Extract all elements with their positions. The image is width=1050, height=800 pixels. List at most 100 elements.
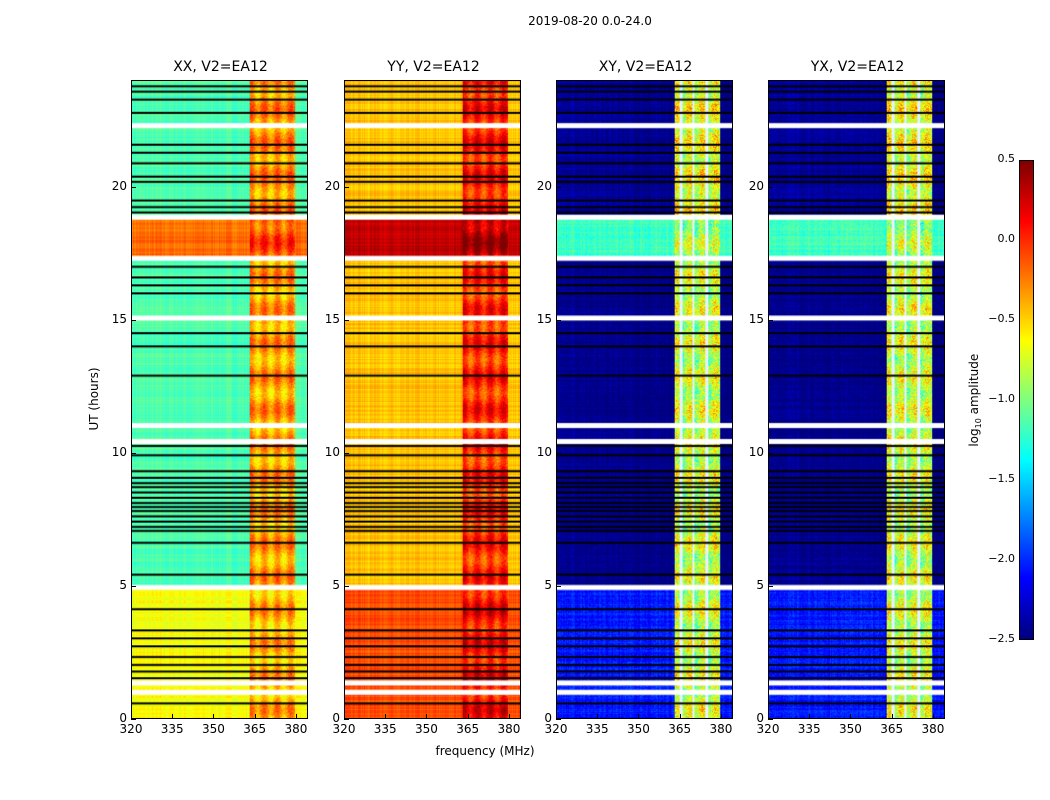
panel-yx: YX, V2=EA12	[768, 59, 945, 719]
y-tick-mark	[768, 452, 773, 454]
y-tick-label: 20	[111, 178, 127, 193]
x-tick-mark	[467, 714, 469, 719]
y-tick-mark	[344, 319, 349, 321]
y-tick-mark	[768, 719, 773, 720]
x-tick-label: 335	[373, 722, 397, 736]
panel-title-yy: YY, V2=EA12	[387, 59, 480, 75]
y-axis-label: UT (hours)	[87, 367, 101, 431]
panel-xx: XX, V2=EA12	[131, 59, 308, 719]
x-tick-label: 335	[160, 722, 184, 736]
y-tick-mark	[344, 585, 349, 587]
colorbar	[1019, 160, 1034, 640]
heatmap-yy	[345, 81, 520, 718]
x-tick-label: 320	[119, 722, 143, 736]
x-tick-mark	[131, 714, 132, 719]
y-tick-mark	[556, 186, 561, 188]
y-tick-mark	[344, 719, 349, 720]
y-tick-mark	[556, 452, 561, 454]
y-tick-label: 5	[119, 577, 127, 592]
panel-title-xy: XY, V2=EA12	[598, 59, 693, 75]
x-tick-mark	[638, 714, 640, 719]
colorbar-tick-label: −1.5	[988, 472, 1015, 485]
x-tick-mark	[508, 714, 510, 719]
y-tick-label: 0	[332, 711, 340, 725]
x-tick-mark	[426, 714, 428, 719]
y-tick-mark	[344, 186, 349, 188]
panel-title-yx: YX, V2=EA12	[810, 59, 905, 75]
panel-title-xx: XX, V2=EA12	[173, 59, 268, 75]
x-tick-label: 365	[243, 722, 267, 736]
heatmap-xy	[557, 81, 732, 718]
colorbar-tick-label: −0.5	[988, 312, 1015, 325]
colorbar-tick-label: −2.0	[988, 552, 1015, 565]
y-tick-label: 10	[111, 444, 127, 459]
x-tick-mark	[172, 714, 174, 719]
colorbar-tick-label: −2.5	[988, 632, 1015, 645]
x-tick-mark	[597, 714, 599, 719]
x-tick-mark	[720, 714, 722, 719]
y-tick-label: 0	[544, 711, 552, 725]
x-tick-mark	[850, 714, 852, 719]
x-tick-mark	[344, 714, 345, 719]
x-tick-label: 335	[797, 722, 821, 736]
heatmap-yx	[769, 81, 944, 718]
y-tick-label: 5	[332, 577, 340, 592]
y-tick-label: 20	[324, 178, 340, 193]
x-tick-label: 320	[332, 722, 356, 736]
y-tick-mark	[556, 319, 561, 321]
panel-yy: YY, V2=EA12	[344, 59, 521, 719]
y-tick-mark	[131, 452, 136, 454]
x-tick-label: 350	[627, 722, 650, 736]
y-tick-label: 15	[536, 311, 552, 326]
y-tick-mark	[131, 585, 136, 587]
y-tick-label: 10	[748, 444, 764, 459]
y-tick-label: 20	[748, 178, 764, 193]
y-tick-mark	[131, 186, 136, 188]
y-tick-mark	[131, 319, 136, 321]
x-axis-label: frequency (MHz)	[435, 744, 535, 758]
x-tick-mark	[385, 714, 387, 719]
y-tick-mark	[556, 585, 561, 587]
x-tick-mark	[932, 714, 934, 719]
y-tick-mark	[131, 719, 136, 720]
x-tick-mark	[809, 714, 811, 719]
x-tick-mark	[254, 714, 256, 719]
y-tick-label: 0	[119, 711, 127, 725]
x-tick-mark	[556, 714, 557, 719]
y-tick-mark	[344, 452, 349, 454]
y-tick-mark	[768, 186, 773, 188]
y-tick-label: 20	[536, 178, 552, 193]
y-tick-mark	[768, 585, 773, 587]
x-tick-label: 365	[456, 722, 480, 736]
colorbar-tick-label: −1.0	[988, 392, 1015, 405]
x-tick-mark	[891, 714, 893, 719]
x-tick-label: 380	[709, 722, 733, 736]
x-tick-label: 380	[921, 722, 945, 736]
x-tick-label: 350	[202, 722, 225, 736]
y-tick-mark	[768, 319, 773, 321]
y-tick-label: 10	[536, 444, 552, 459]
x-tick-mark	[213, 714, 215, 719]
x-tick-label: 320	[544, 722, 568, 736]
x-tick-label: 320	[756, 722, 780, 736]
x-tick-label: 335	[585, 722, 609, 736]
y-tick-label: 5	[544, 577, 552, 592]
y-tick-label: 0	[756, 711, 764, 725]
x-tick-label: 350	[415, 722, 438, 736]
colorbar-tick-label: 0.0	[997, 232, 1016, 245]
x-tick-mark	[679, 714, 681, 719]
x-tick-mark	[768, 714, 769, 719]
x-tick-mark	[295, 714, 297, 719]
y-tick-label: 15	[748, 311, 764, 326]
y-tick-label: 10	[324, 444, 340, 459]
x-tick-label: 380	[497, 722, 521, 736]
y-tick-label: 15	[324, 311, 340, 326]
x-tick-label: 365	[668, 722, 692, 736]
figure-title: 2019-08-20 0.0-24.0	[528, 14, 652, 28]
y-tick-label: 15	[111, 311, 127, 326]
heatmap-xx	[132, 81, 307, 718]
colorbar-tick-label: 0.5	[997, 152, 1016, 165]
x-tick-label: 380	[284, 722, 308, 736]
y-tick-mark	[556, 719, 561, 720]
